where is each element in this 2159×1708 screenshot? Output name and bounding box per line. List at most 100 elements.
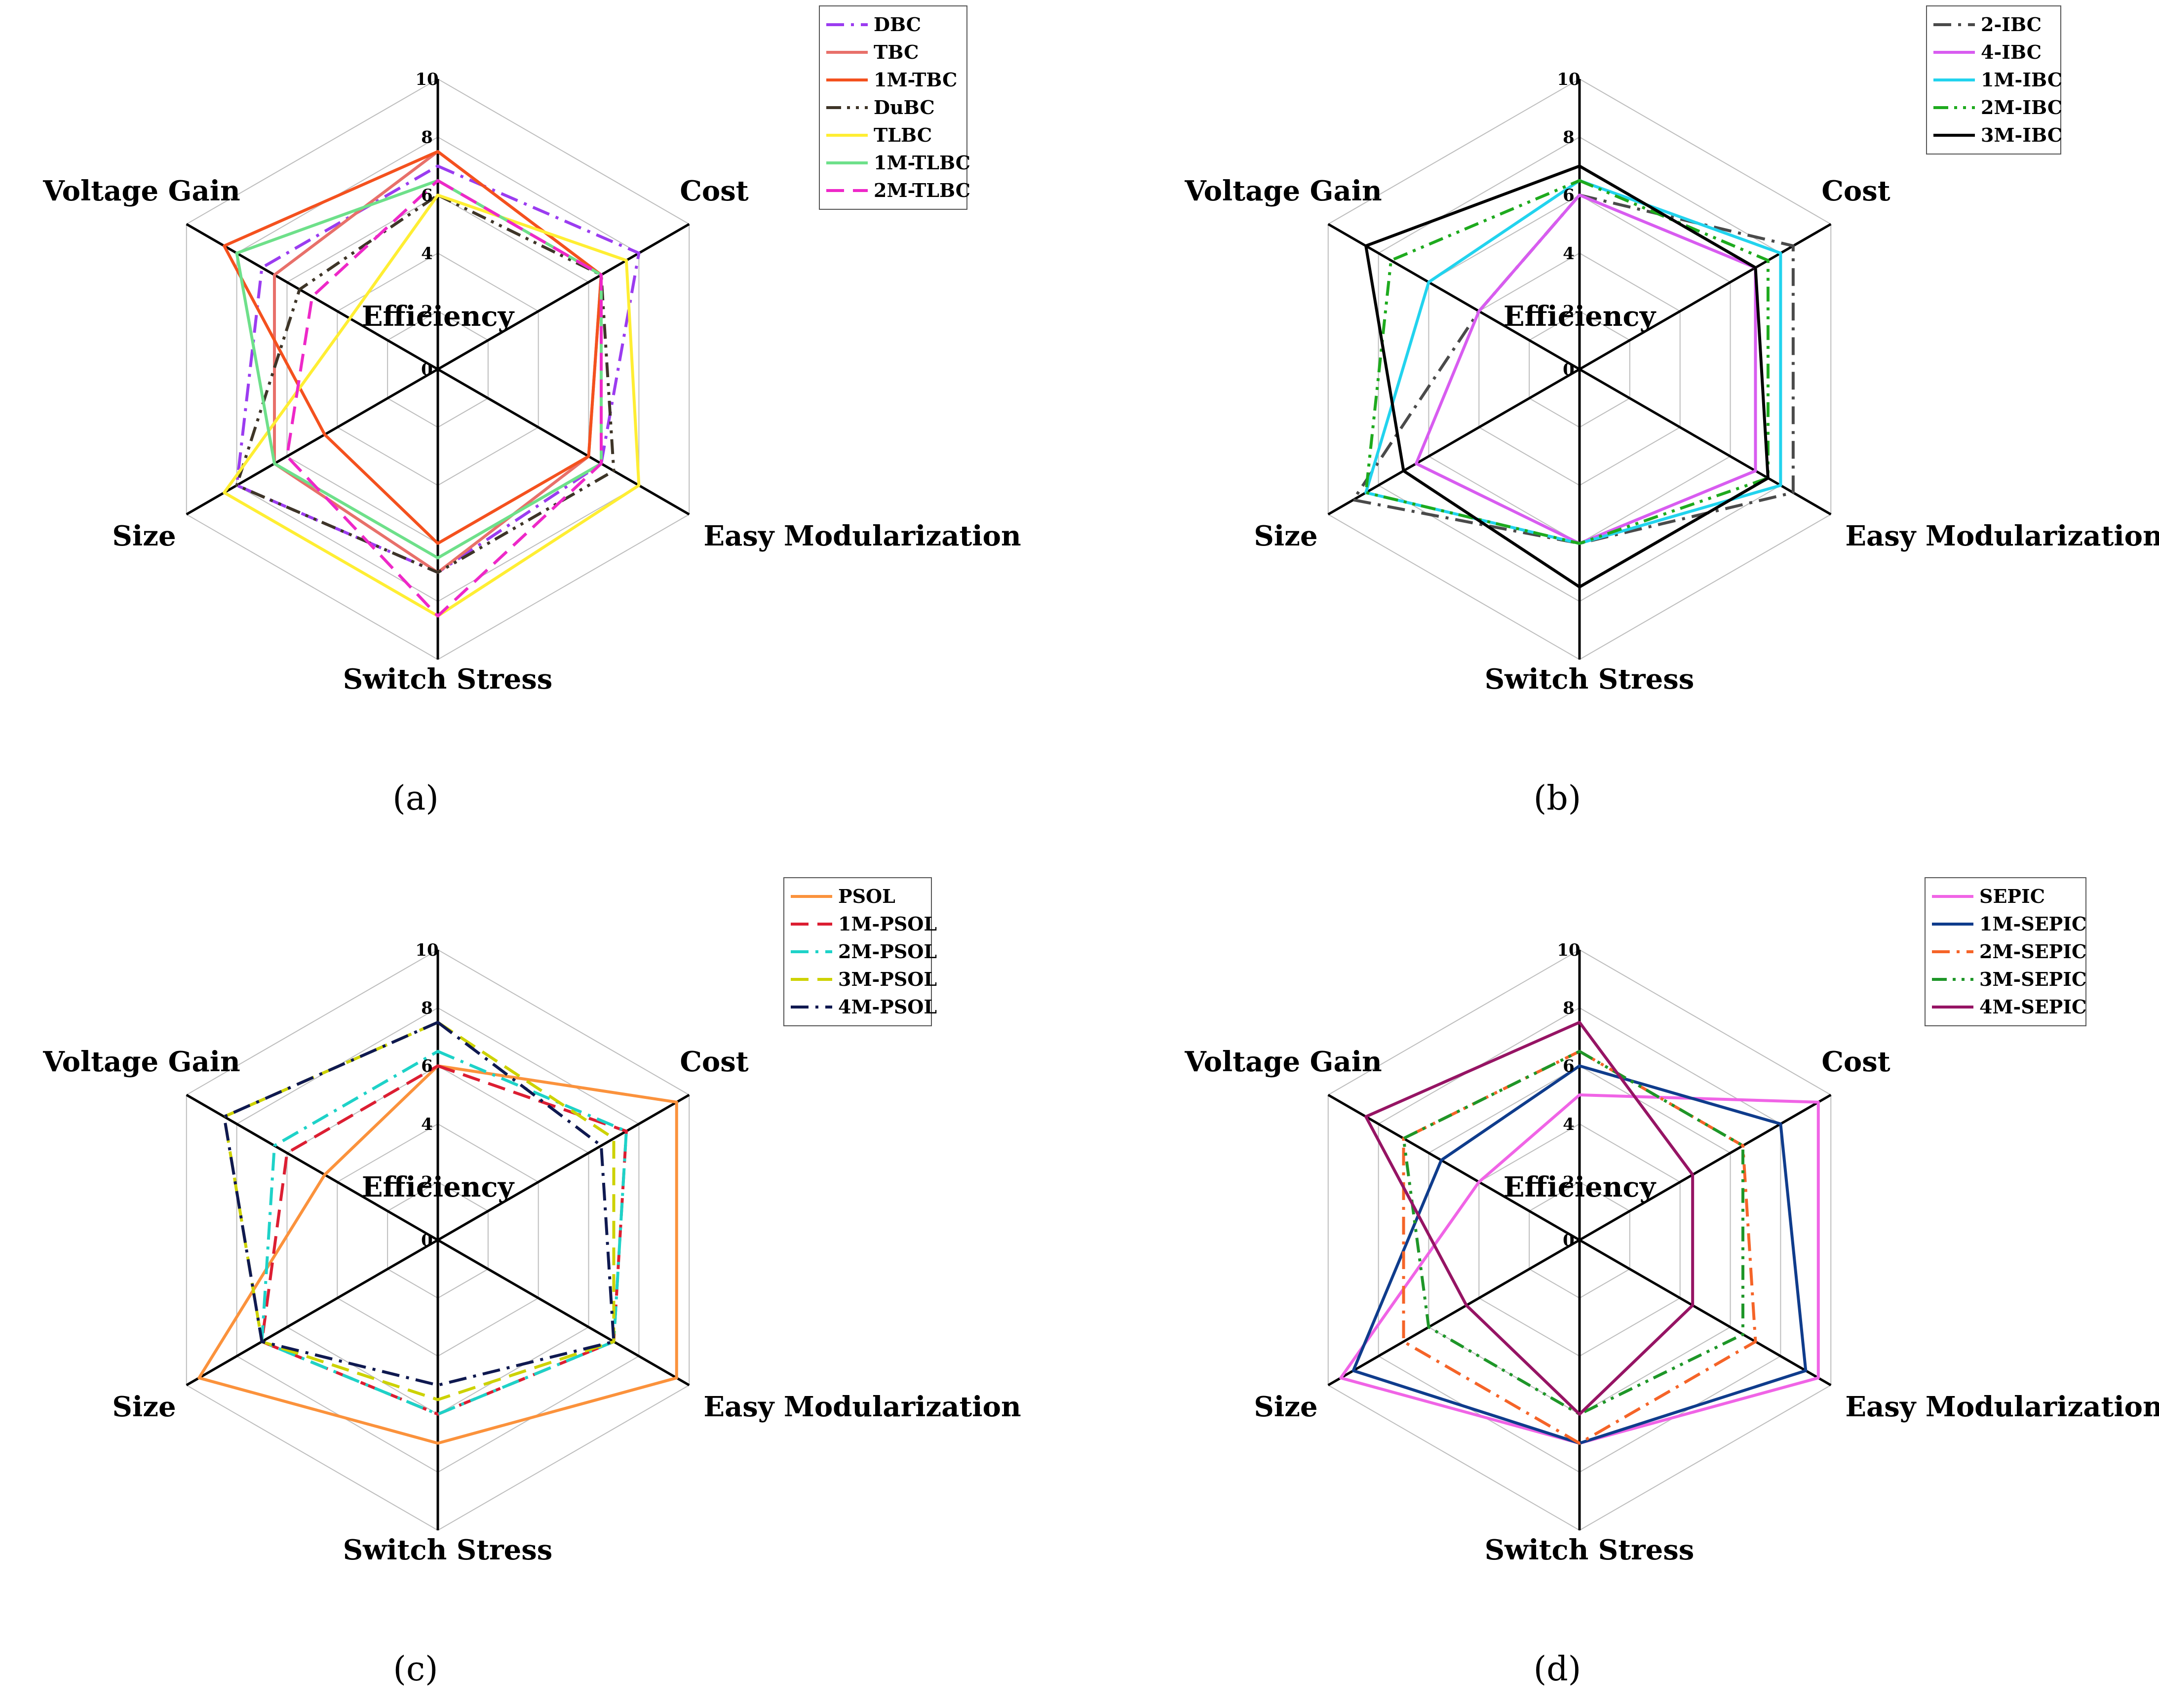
axis-label: Size [1254, 520, 1317, 552]
tick-label: 2 [421, 1172, 433, 1192]
legend-label: TBC [874, 41, 919, 63]
legend-label: 1M-PSOL [838, 913, 937, 935]
axis-label: Cost [1821, 1046, 1890, 1078]
axis-label: Easy Modularization [703, 1391, 1021, 1423]
axis-spoke [1579, 223, 1832, 371]
legend-label: 4M-PSOL [838, 996, 937, 1018]
series-line-dubc [235, 194, 616, 574]
legend-label: 1M-TLBC [874, 152, 970, 174]
series-line-2m-tlbc [285, 179, 603, 618]
axis-label: Efficiency [1504, 300, 1657, 333]
axis-spoke [1579, 1239, 1832, 1387]
legend-label: 3M-SEPIC [1979, 968, 2086, 990]
axis-label: Easy Modularization [1845, 1391, 2159, 1423]
legend-label: PSOL [838, 885, 895, 907]
axis-label: Voltage Gain [1184, 175, 1382, 207]
axis-label: Easy Modularization [1845, 520, 2159, 552]
legend-label: DuBC [874, 96, 935, 118]
axis-spoke [1327, 1093, 1581, 1242]
axis-spoke [186, 1093, 439, 1242]
axis-spoke [1579, 368, 1832, 516]
legend-label: 4-IBC [1981, 41, 2042, 63]
legend-label: TLBC [874, 124, 932, 146]
series-line-2m-ibc [1364, 179, 1770, 545]
panel-label: (d) [1534, 1650, 1581, 1689]
axis-spoke [1327, 1239, 1581, 1387]
tick-label: 0 [1563, 1231, 1575, 1250]
axis-label: Cost [680, 175, 748, 207]
legend-label: DBC [874, 13, 921, 36]
series-line-4-ibc [1415, 194, 1757, 545]
tick-label: 4 [1563, 244, 1575, 264]
legend-label: 2M-TLBC [874, 179, 970, 201]
legend-label: 3M-PSOL [838, 968, 937, 990]
axis-label: Efficiency [362, 1171, 515, 1203]
radar-chart-2: 0 2 4 6 8 10 Efficiency Cost Easy Modularization… [1184, 5, 2159, 818]
series-group [197, 1021, 678, 1445]
legend-box [819, 5, 967, 210]
legend: DBC TBC 1M-TBC DuBC TLBC 1M-TLBC 2M-TLBC [819, 5, 970, 210]
axis-spoke [437, 223, 690, 371]
tick-label: 8 [421, 999, 433, 1018]
axis-spoke [437, 368, 690, 516]
panel-label: (c) [393, 1650, 438, 1689]
axis-spoke [1327, 223, 1581, 371]
axis-spoke [186, 1239, 439, 1387]
legend-label: 1M-SEPIC [1979, 913, 2086, 935]
tick-label: 6 [421, 186, 433, 205]
tick-label: 0 [421, 360, 433, 380]
axis-label: Size [112, 520, 176, 552]
tick-label: 10 [1557, 70, 1580, 89]
axis-spoke [437, 1093, 690, 1242]
axis-spoke [1579, 1093, 1832, 1242]
tick-label: 8 [1563, 999, 1575, 1018]
axis-label: Efficiency [362, 300, 515, 333]
legend-label: 1M-TBC [874, 69, 957, 91]
axis-label: Size [1254, 1391, 1317, 1423]
radar-chart-3: 0 2 4 6 8 10 Efficiency Cost Easy Modularization… [42, 877, 1021, 1689]
legend-label: 2M-IBC [1981, 96, 2062, 118]
tick-label: 6 [421, 1056, 433, 1076]
series-line-4m-sepic [1364, 1021, 1695, 1416]
legend-label: 4M-SEPIC [1979, 996, 2086, 1018]
axis-label: Voltage Gain [1184, 1046, 1382, 1078]
legend-box [1925, 877, 2086, 1026]
series-group [1339, 1021, 1820, 1445]
axis-label: Voltage Gain [42, 1046, 240, 1078]
legend-label: 1M-IBC [1981, 69, 2062, 91]
legend-label: 3M-IBC [1981, 124, 2062, 146]
series-line-3m-ibc [1364, 164, 1770, 588]
tick-label: 6 [1563, 1056, 1575, 1076]
radar-chart-4: 0 2 4 6 8 10 Efficiency Cost Easy Modularization… [1184, 877, 2159, 1689]
legend: PSOL 1M-PSOL 2M-PSOL 3M-PSOL 4M-PSOL [783, 877, 937, 1026]
tick-label: 0 [1563, 360, 1575, 380]
axis-label: Voltage Gain [42, 175, 240, 207]
axis-spoke [186, 223, 439, 371]
tick-label: 10 [415, 940, 438, 960]
series-line-2m-psol [260, 1049, 628, 1416]
series-group [223, 150, 641, 618]
tick-label: 2 [1563, 1172, 1575, 1192]
legend: SEPIC 1M-SEPIC 2M-SEPIC 3M-SEPIC 4M-SEPIC [1925, 877, 2086, 1026]
tick-label: 0 [421, 1231, 433, 1250]
axis-spoke [437, 1239, 690, 1387]
axis-label: Cost [680, 1046, 748, 1078]
legend-label: 2M-SEPIC [1979, 940, 2086, 963]
tick-label: 4 [421, 244, 433, 264]
panel-label: (a) [392, 779, 439, 818]
tick-label: 2 [421, 302, 433, 321]
axis-label: Easy Modularization [703, 520, 1021, 552]
legend: 2-IBC 4-IBC 1M-IBC 2M-IBC 3M-IBC [1926, 5, 2062, 155]
series-line-psol [197, 1064, 678, 1445]
axis-label: Size [112, 1391, 176, 1423]
axis-label: Switch Stress [343, 1534, 553, 1566]
tick-label: 10 [415, 70, 438, 89]
tick-label: 8 [421, 128, 433, 148]
panel-label: (b) [1534, 779, 1581, 818]
tick-label: 8 [1563, 128, 1575, 148]
axis-label: Cost [1821, 175, 1890, 207]
axis-spoke [1327, 368, 1581, 516]
axis-label: Efficiency [1504, 1171, 1657, 1203]
axis-spoke [186, 368, 439, 516]
